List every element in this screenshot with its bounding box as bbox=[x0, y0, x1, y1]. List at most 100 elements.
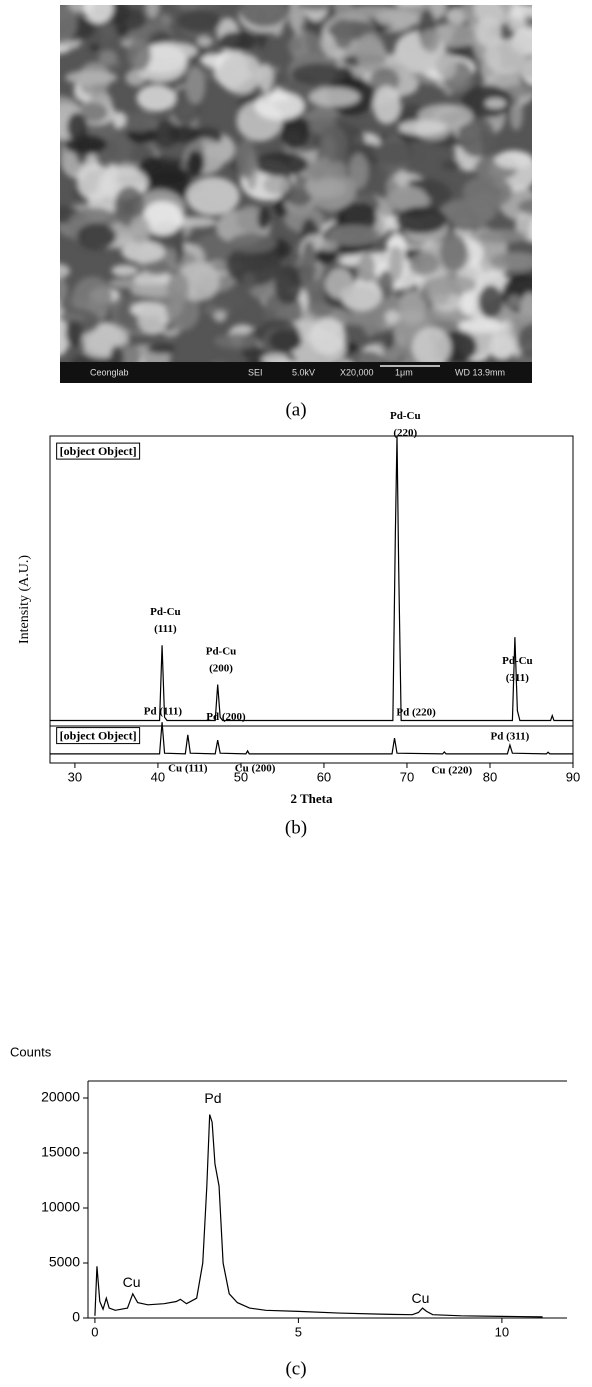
grain bbox=[314, 248, 338, 265]
grain bbox=[370, 142, 420, 165]
annotation: Pd (111) bbox=[144, 706, 183, 718]
grain bbox=[136, 84, 176, 112]
grain bbox=[362, 171, 385, 191]
grain bbox=[79, 102, 108, 123]
grain bbox=[309, 318, 346, 356]
annotation: Pd-Cu bbox=[502, 655, 533, 667]
grain bbox=[145, 5, 160, 19]
grain bbox=[370, 67, 400, 94]
grain bbox=[477, 228, 527, 244]
grain bbox=[60, 263, 70, 279]
grain bbox=[127, 37, 151, 72]
grain bbox=[395, 170, 410, 187]
grain bbox=[319, 239, 339, 252]
grain bbox=[124, 112, 155, 133]
grain bbox=[144, 259, 171, 276]
grain bbox=[226, 244, 282, 286]
annotation: (220) bbox=[393, 427, 417, 439]
grain bbox=[489, 252, 532, 272]
grain bbox=[489, 334, 516, 361]
data-line bbox=[50, 435, 573, 722]
x-tick-label: 30 bbox=[68, 769, 82, 784]
grain bbox=[518, 198, 532, 215]
grain bbox=[441, 159, 461, 171]
annotation: Cu bbox=[412, 1290, 430, 1306]
grain bbox=[60, 5, 78, 44]
grain bbox=[400, 5, 419, 6]
grain bbox=[126, 128, 162, 143]
grain bbox=[507, 294, 522, 309]
grain bbox=[326, 224, 381, 247]
annotation: Pd-Cu bbox=[206, 645, 237, 657]
annotation: (200) bbox=[209, 662, 233, 674]
grain bbox=[462, 175, 513, 209]
grain bbox=[435, 52, 457, 80]
grain bbox=[257, 207, 270, 230]
grain bbox=[314, 177, 347, 199]
grain bbox=[228, 233, 277, 253]
grain bbox=[484, 38, 527, 74]
annotation: Pd (311) bbox=[491, 730, 530, 742]
grain bbox=[398, 120, 446, 136]
scale-bar-text: WD 13.9mm bbox=[455, 367, 505, 377]
x-tick-label: 10 bbox=[495, 1324, 509, 1339]
annotation: (111) bbox=[154, 623, 177, 635]
grain bbox=[130, 282, 178, 298]
grain bbox=[60, 278, 68, 301]
grain bbox=[166, 271, 189, 306]
grain bbox=[238, 5, 291, 28]
annotation: Pd (200) bbox=[206, 711, 246, 723]
grain bbox=[67, 112, 88, 142]
x-tick-label: 90 bbox=[566, 769, 580, 784]
grain bbox=[167, 124, 200, 144]
grain bbox=[419, 28, 441, 53]
sem-grains bbox=[60, 5, 532, 383]
grain bbox=[457, 318, 506, 333]
x-tick-label: 50 bbox=[234, 769, 248, 784]
label-box bbox=[56, 442, 141, 460]
sem-info-bar bbox=[60, 362, 532, 383]
grain bbox=[213, 310, 227, 323]
grain bbox=[268, 329, 303, 352]
grain bbox=[388, 245, 404, 282]
scale-bar-text: X20,000 bbox=[340, 367, 374, 377]
grain bbox=[76, 163, 114, 201]
y-axis-label: Counts bbox=[10, 1044, 52, 1059]
annotation: Pd bbox=[204, 1090, 221, 1106]
grain bbox=[83, 5, 114, 24]
grain bbox=[262, 174, 291, 195]
scale-bar-text: SEI bbox=[248, 367, 263, 377]
annotation: Cu bbox=[123, 1274, 141, 1290]
grain bbox=[113, 111, 127, 129]
grain bbox=[210, 290, 245, 310]
grain bbox=[371, 331, 392, 343]
grain bbox=[516, 59, 532, 80]
label-box bbox=[56, 727, 141, 745]
grain bbox=[236, 139, 257, 179]
data-line bbox=[50, 722, 573, 755]
boxed-label: [object Object] bbox=[60, 729, 137, 743]
grain bbox=[137, 303, 169, 335]
annotation: Pd-Cu bbox=[150, 606, 181, 618]
grain bbox=[457, 115, 496, 158]
x-tick-label: 40 bbox=[151, 769, 165, 784]
grain bbox=[233, 69, 254, 81]
grain bbox=[439, 233, 468, 272]
grain bbox=[186, 150, 205, 177]
grain bbox=[236, 205, 266, 233]
grain bbox=[142, 200, 183, 236]
grain bbox=[186, 176, 240, 216]
scale-bar-text: 5.0kV bbox=[292, 367, 315, 377]
grain bbox=[423, 274, 477, 295]
grain bbox=[98, 49, 118, 66]
grain bbox=[297, 5, 334, 11]
grain bbox=[372, 85, 401, 125]
grain bbox=[72, 276, 113, 319]
y-tick-label: 5000 bbox=[49, 1254, 80, 1270]
annotation: Cu (220) bbox=[431, 764, 472, 776]
grain bbox=[286, 186, 313, 207]
grain bbox=[378, 270, 394, 300]
grain bbox=[213, 333, 261, 350]
